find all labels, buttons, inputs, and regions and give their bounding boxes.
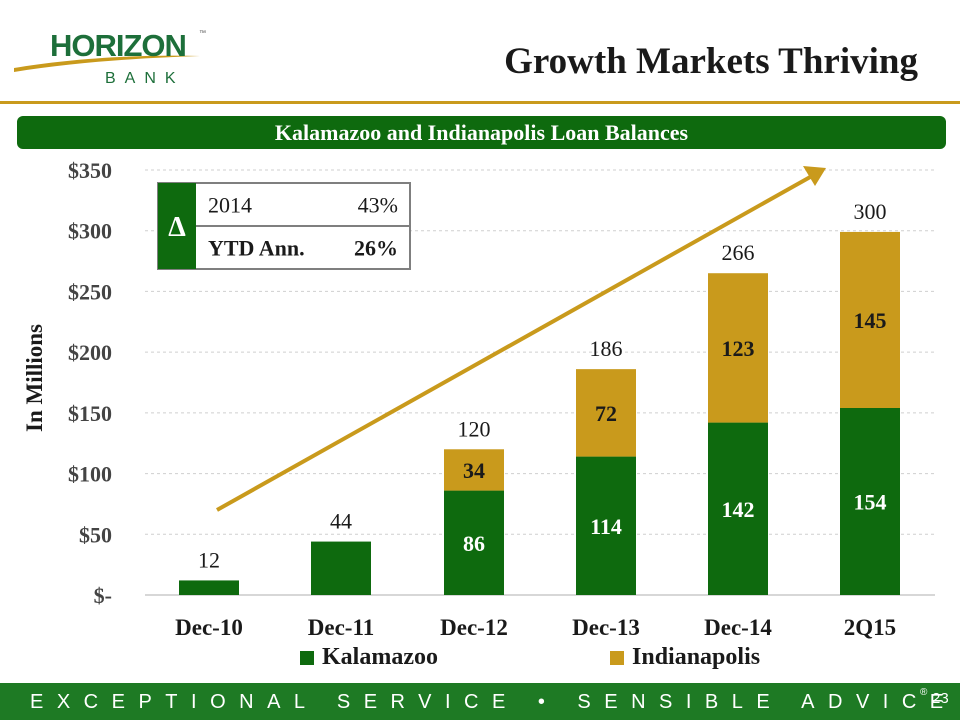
legend-label-kalamazoo: Kalamazoo [322, 644, 438, 670]
logo-trademark: ™ [199, 30, 206, 37]
y-tick-label: $150 [68, 401, 112, 426]
bar-kalamazoo-dec-13 [576, 456, 636, 595]
legend-label-indianapolis: Indianapolis [632, 644, 760, 670]
legend-swatch-indianapolis [610, 651, 624, 665]
segment-label: 86 [463, 531, 485, 556]
total-label: 44 [330, 509, 352, 534]
y-tick-label: $250 [68, 279, 112, 304]
page-number: 23 [932, 690, 949, 707]
y-tick-label: $200 [68, 340, 112, 365]
footer-tagline: EXCEPTIONAL SERVICE • SENSIBLE ADVICE [30, 691, 957, 713]
bar-kalamazoo-dec-12 [444, 490, 504, 595]
segment-label: 154 [854, 490, 887, 515]
y-tick-label: $50 [79, 522, 112, 547]
bar-kalamazoo-dec-11 [311, 541, 371, 595]
footer-bar: EXCEPTIONAL SERVICE • SENSIBLE ADVICE ® … [0, 683, 960, 720]
y-tick-label: $300 [68, 219, 112, 244]
total-label: 186 [590, 336, 623, 361]
x-tick-label: Dec-14 [704, 615, 772, 640]
total-label: 120 [458, 416, 491, 441]
x-tick-label: Dec-12 [440, 615, 508, 640]
segment-label: 145 [854, 308, 887, 333]
inset-table-label: YTD Ann. [208, 236, 305, 261]
bar-kalamazoo-dec-14 [708, 422, 768, 595]
stacked-bar-chart: $- $50 $100 $150 $200 $250 $300 $350 In Millions… [22, 158, 935, 670]
y-tick-label: $350 [68, 158, 112, 183]
logo-subtext: BANK [105, 70, 185, 87]
y-tick-label: $100 [68, 462, 112, 487]
segment-label: 72 [595, 401, 617, 426]
inset-table-value: 43% [358, 193, 398, 218]
bar-indianapolis-dec-12 [444, 449, 504, 491]
registered-mark: ® [920, 687, 928, 698]
logo-swoosh [14, 55, 200, 72]
x-tick-label: Dec-10 [175, 615, 243, 640]
bar-kalamazoo-dec-10 [179, 580, 239, 595]
y-axis-title: In Millions [22, 324, 47, 432]
segment-label: 142 [722, 497, 755, 522]
chart-banner: Kalamazoo and Indianapolis Loan Balances [17, 116, 946, 149]
bar-indianapolis-dec-13 [576, 369, 636, 457]
total-label: 300 [854, 199, 887, 224]
inset-table-label: 2014 [208, 193, 252, 218]
delta-symbol: Δ [168, 212, 186, 243]
x-tick-label: Dec-13 [572, 615, 640, 640]
x-tick-label: 2Q15 [844, 615, 896, 640]
page-title: Growth Markets Thriving [504, 41, 918, 82]
segment-label: 34 [463, 458, 485, 483]
trend-arrow-line [216, 174, 813, 512]
x-tick-label: Dec-11 [308, 615, 374, 640]
inset-table-symbol-cell [158, 183, 196, 269]
horizon-bank-logo: HORIZON ™ BANK [10, 20, 210, 90]
bar-indianapolis-2q15 [840, 231, 900, 408]
logo-text: HORIZON [50, 28, 187, 63]
y-tick-label: $- [94, 583, 112, 608]
bar-indianapolis-dec-14 [708, 273, 768, 423]
total-label: 12 [198, 547, 220, 572]
segment-label: 114 [590, 514, 622, 539]
total-label: 266 [722, 240, 755, 265]
segment-label: 123 [722, 336, 755, 361]
title-divider [0, 101, 960, 104]
trend-arrow-head [803, 166, 826, 186]
legend-swatch-kalamazoo [300, 651, 314, 665]
bar-kalamazoo-2q15 [840, 408, 900, 595]
inset-table-value: 26% [354, 236, 398, 261]
